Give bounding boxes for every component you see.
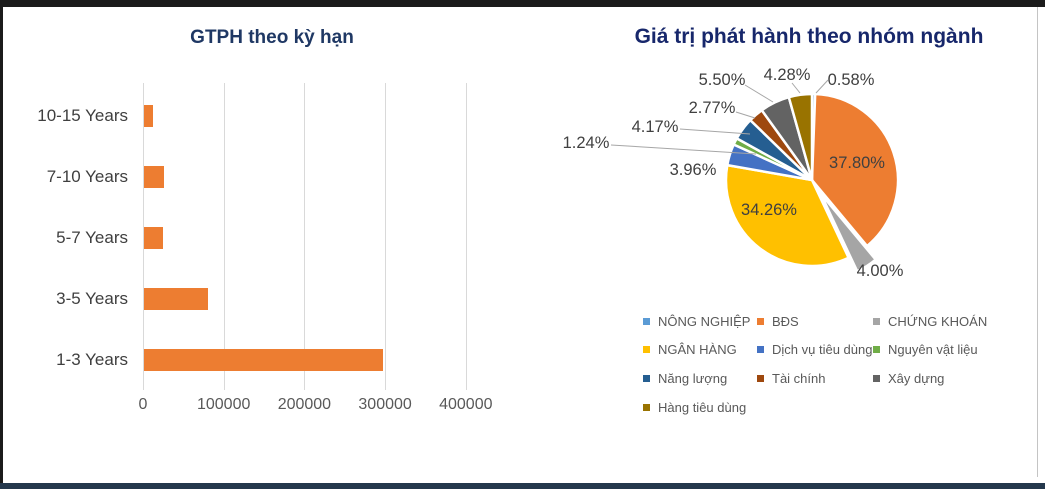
- pie-data-label-1: 37.80%: [829, 154, 885, 172]
- pie-data-label-5: 1.24%: [563, 134, 610, 152]
- legend-marker-icon: [873, 346, 880, 354]
- legend-label: CHỨNG KHOÁN: [888, 313, 988, 329]
- legend-label: Xây dựng: [888, 370, 945, 386]
- legend-label: BĐS: [772, 313, 799, 329]
- x-axis-tick-label: 200000: [277, 396, 332, 413]
- legend-item-3: NGÂN HÀNG: [643, 342, 757, 357]
- pie-slice-9: [787, 92, 814, 182]
- pie-legend: NÔNG NGHIỆP BĐS CHỨNG KHOÁN NGÂN HÀNG Dịch v…: [643, 307, 1033, 421]
- pie-data-label-9: 4.28%: [764, 66, 811, 84]
- legend-label: Năng lượng: [658, 370, 728, 386]
- legend-marker-icon: [873, 317, 880, 325]
- legend-label: Hàng tiêu dùng: [658, 399, 747, 415]
- bar-4: [144, 349, 383, 371]
- pie-svg: 0.58% 37.80% 4.00% 34.26% 3.96% 1.24% 4.17% 2.7…: [563, 66, 904, 280]
- legend-marker-icon: [643, 403, 650, 411]
- pie-data-label-4: 3.96%: [670, 161, 717, 179]
- legend-item-0: NÔNG NGHIỆP: [643, 314, 757, 329]
- pie-slice-1: [810, 92, 900, 248]
- legend-label: NÔNG NGHIỆP: [658, 313, 751, 329]
- bar-chart-area: 0 100000 200000 300000 400000 10-15 Years 7-10…: [37, 83, 493, 413]
- x-axis-tick-label: 0: [138, 396, 148, 413]
- legend-marker-icon: [757, 346, 764, 354]
- legend-item-4: Dịch vụ tiêu dùng: [757, 342, 873, 357]
- legend-label: Tài chính: [772, 370, 826, 386]
- pie-data-label-2: 4.00%: [857, 262, 904, 280]
- category-label: 3-5 Years: [56, 289, 128, 308]
- gridline: [304, 83, 306, 390]
- pie-data-label-8: 5.50%: [699, 71, 746, 89]
- bar-2: [144, 227, 164, 249]
- gridline: [223, 83, 225, 390]
- legend-item-9: Hàng tiêu dùng: [643, 400, 757, 415]
- pie-chart-title: Giá trị phát hành theo nhóm ngành: [634, 25, 984, 48]
- legend-marker-icon: [757, 374, 764, 382]
- legend-marker-icon: [643, 374, 650, 382]
- x-axis-tick-label: 300000: [358, 396, 412, 413]
- legend-item-2: CHỨNG KHOÁN: [873, 314, 1033, 329]
- gridline: [143, 83, 144, 390]
- legend-item-1: BĐS: [757, 314, 873, 329]
- pie-slice-2: [819, 192, 877, 273]
- x-axis-tick-label: 400000: [439, 396, 493, 413]
- leader-line-6: [679, 128, 751, 135]
- legend-label: Nguyên vật liệu: [888, 342, 978, 358]
- leader-line-9: [791, 82, 801, 94]
- top-border: [0, 0, 1045, 7]
- leader-line-5: [610, 144, 757, 155]
- legend-item-8: Xây dựng: [873, 371, 1033, 386]
- pie-data-label-6: 4.17%: [632, 118, 679, 136]
- pie-data-label-0: 0.58%: [828, 71, 875, 89]
- category-label: 7-10 Years: [46, 167, 128, 186]
- legend-item-6: Năng lượng: [643, 371, 757, 386]
- leader-line-8: [744, 84, 774, 103]
- bar-3: [144, 288, 208, 310]
- legend-marker-icon: [643, 346, 650, 354]
- legend-label: NGÂN HÀNG: [658, 342, 737, 358]
- right-border: [1037, 7, 1038, 477]
- category-label: 10-15 Years: [37, 106, 128, 125]
- bottom-border: [0, 483, 1045, 489]
- left-border: [0, 0, 3, 489]
- gridline: [465, 83, 467, 390]
- legend-item-5: Nguyên vật liệu: [873, 342, 1033, 357]
- bar-1: [144, 166, 165, 188]
- pie-slice-3: [724, 163, 850, 268]
- x-axis-tick-label: 100000: [196, 396, 251, 413]
- leader-line-0: [815, 79, 829, 94]
- legend-item-7: Tài chính: [757, 371, 873, 386]
- pie-data-label-3: 34.26%: [741, 201, 797, 219]
- bar-chart-title: GTPH theo kỳ hạn: [190, 27, 354, 48]
- gridline: [385, 83, 387, 390]
- leader-line-7: [735, 111, 756, 119]
- legend-marker-icon: [873, 374, 880, 382]
- category-label: 1-3 Years: [56, 350, 128, 369]
- legend-label: Dịch vụ tiêu dùng: [772, 342, 873, 358]
- category-label: 5-7 Years: [56, 228, 128, 247]
- legend-marker-icon: [757, 317, 764, 325]
- bar-0: [144, 105, 153, 127]
- legend-marker-icon: [643, 317, 650, 325]
- pie-data-label-7: 2.77%: [689, 99, 736, 117]
